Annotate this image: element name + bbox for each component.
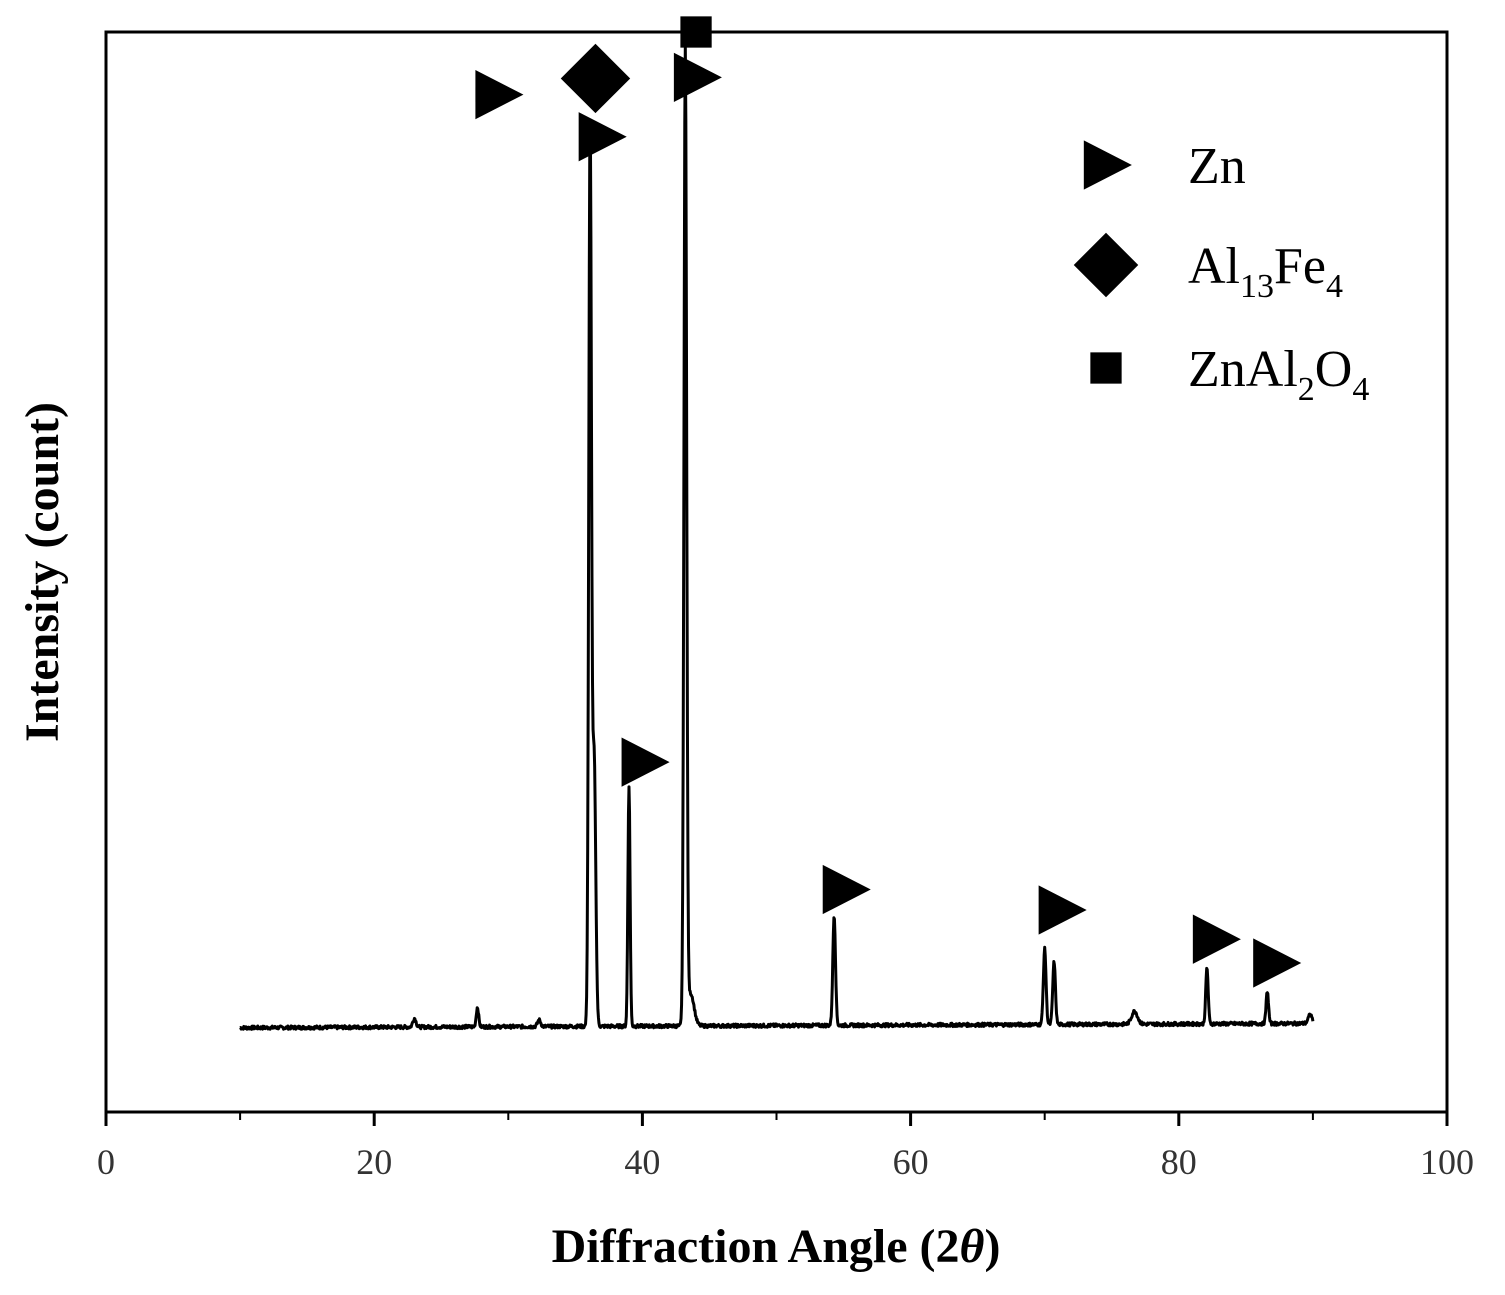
peak-marker-triangle-right [1192,914,1241,964]
x-tick-label: 0 [97,1142,115,1182]
x-axis-ticks [104,1112,1449,1126]
x-tick-label: 100 [1420,1142,1474,1182]
x-tick-label: 80 [1161,1142,1197,1182]
series-line [239,45,1315,1031]
x-tick-label: 60 [893,1142,929,1182]
legend-label: Zn [1188,138,1246,195]
peak-marker-triangle-right [673,52,722,102]
x-axis-title: Diffraction Angle (2θ) [552,1220,1001,1273]
peak-marker-square [680,16,712,48]
legend-label: ZnAl2O4 [1188,341,1369,408]
x-tick-label: 40 [624,1142,660,1182]
legend: Zn Al13Fe4 ZnAl2O4 [1073,138,1369,408]
legend-label: Al13Fe4 [1188,238,1343,305]
peak-marker-triangle-right [621,737,670,787]
peak-marker-triangle-right [1038,885,1087,935]
peak-markers [475,16,1302,988]
peak-marker-triangle-right [822,864,871,915]
legend-marker-triangle-right [1083,140,1132,190]
x-axis-tick-labels: 0 20 40 60 80 100 [97,1142,1474,1182]
y-axis-title: Intensity (count) [16,402,69,742]
legend-marker-square [1090,352,1122,384]
peak-marker-triangle-right [1253,938,1302,988]
plot-frame [104,30,1449,1114]
peak-marker-diamond [560,43,631,114]
peak-marker-triangle-right [475,70,524,120]
peak-marker-triangle-right [578,112,627,162]
x-tick-label: 20 [356,1142,392,1182]
legend-marker-diamond [1073,232,1139,298]
